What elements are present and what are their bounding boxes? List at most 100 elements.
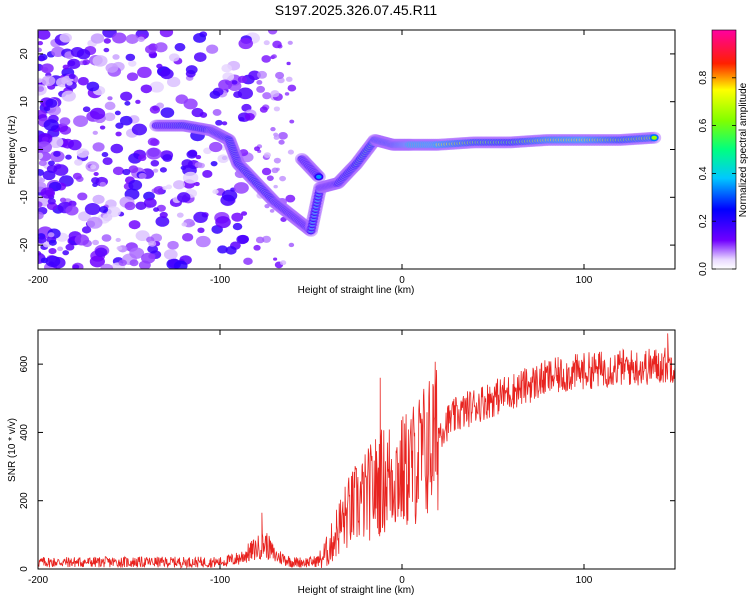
- noise-blob: [194, 161, 203, 168]
- noise-blob: [203, 147, 212, 155]
- colorbar-frame: [711, 29, 737, 270]
- noise-blob: [38, 77, 43, 83]
- noise-blob: [38, 55, 46, 62]
- noise-blob: [221, 64, 233, 73]
- noise-blob: [195, 154, 202, 160]
- noise-blob: [236, 234, 249, 245]
- noise-blob: [92, 142, 105, 152]
- colorbar-gradient: [712, 30, 736, 269]
- noise-blob: [272, 40, 282, 49]
- noise-blob: [38, 151, 44, 160]
- noise-blob: [174, 42, 186, 52]
- noise-blob: [147, 244, 159, 254]
- noise-blob: [38, 47, 42, 53]
- noise-blob: [279, 175, 287, 182]
- noise-blob: [129, 247, 145, 259]
- noise-blob: [74, 234, 90, 246]
- noise-blob: [38, 40, 44, 46]
- noise-blob: [45, 98, 58, 108]
- y-tick-label: 10: [19, 96, 30, 108]
- noise-blob: [59, 197, 67, 203]
- noise-blob: [271, 167, 279, 174]
- noise-blob: [209, 90, 221, 99]
- noise-blob: [159, 30, 174, 38]
- noise-blob: [38, 160, 47, 167]
- y-tick-label: 200: [19, 492, 30, 509]
- noise-blob: [206, 44, 219, 54]
- noise-blob: [237, 75, 248, 84]
- noise-blob: [115, 122, 124, 129]
- noise-blob: [163, 249, 178, 260]
- noise-blob: [124, 101, 131, 106]
- noise-blob: [38, 201, 43, 208]
- noise-blob: [107, 96, 113, 101]
- noise-blob: [42, 170, 56, 181]
- noise-blob: [149, 81, 164, 93]
- noise-blob: [103, 47, 110, 53]
- noise-blob: [72, 172, 82, 180]
- noise-blob: [77, 77, 89, 86]
- noise-blob: [138, 172, 147, 179]
- noise-blob: [76, 49, 91, 60]
- noise-blob: [155, 216, 170, 227]
- noise-blob: [86, 81, 100, 92]
- noise-blob: [257, 70, 267, 79]
- snr-ticks: -200 -100 0 100 0 200 400 600: [19, 330, 675, 586]
- colorbar-tick-label: 0.8: [698, 70, 709, 84]
- noise-blob: [212, 108, 222, 116]
- noise-blob: [43, 106, 51, 112]
- noise-blob: [91, 177, 100, 184]
- noise-blob: [38, 211, 44, 220]
- noise-blob: [102, 157, 113, 165]
- noise-blob: [185, 65, 198, 75]
- noise-blob: [263, 152, 272, 158]
- spectrogram-ridge: [149, 119, 662, 237]
- noise-blob: [99, 206, 109, 214]
- noise-blob: [218, 79, 233, 91]
- noise-blob: [114, 110, 121, 116]
- colorbar-tick-label: 0.6: [698, 118, 709, 132]
- noise-blob: [181, 159, 193, 168]
- noise-blob: [194, 181, 200, 187]
- noise-blob: [284, 92, 290, 96]
- colorbar: 0.0 0.2 0.4 0.6 0.8 Normalized spectral ampl…: [698, 29, 749, 276]
- noise-blob: [77, 192, 88, 201]
- noise-blob: [47, 232, 55, 238]
- x-tick-label: -200: [28, 575, 48, 586]
- noise-blob: [119, 115, 133, 126]
- spectrogram-y-label: Frequency (Hz): [7, 116, 18, 185]
- noise-blob: [92, 130, 98, 135]
- noise-blob: [215, 216, 231, 229]
- noise-blob: [150, 159, 160, 167]
- snr-frame: [37, 329, 676, 570]
- noise-blob: [47, 198, 56, 205]
- noise-blob: [210, 160, 218, 167]
- noise-blob: [61, 90, 76, 102]
- x-tick-label: 100: [576, 575, 593, 586]
- noise-blob: [181, 222, 188, 227]
- noise-blob: [102, 213, 113, 222]
- noise-blob: [92, 194, 105, 205]
- noise-blob: [285, 194, 296, 203]
- noise-blob: [202, 170, 213, 178]
- noise-blob: [39, 177, 46, 183]
- noise-blob: [215, 119, 223, 126]
- noise-blob: [165, 184, 173, 190]
- noise-blob: [128, 165, 139, 173]
- y-tick-label: 400: [19, 424, 30, 441]
- noise-blob: [266, 175, 274, 181]
- noise-blob: [53, 150, 61, 157]
- y-tick-label: 600: [19, 355, 30, 372]
- noise-blob: [40, 63, 54, 74]
- noise-blob: [94, 247, 108, 257]
- noise-blob: [135, 99, 141, 104]
- noise-blob: [264, 203, 270, 209]
- noise-blob: [270, 90, 280, 98]
- noise-blob: [237, 87, 254, 100]
- noise-blob: [48, 239, 57, 246]
- x-tick-label: -200: [28, 275, 48, 286]
- noise-blob: [89, 107, 106, 120]
- noise-blob: [126, 72, 139, 82]
